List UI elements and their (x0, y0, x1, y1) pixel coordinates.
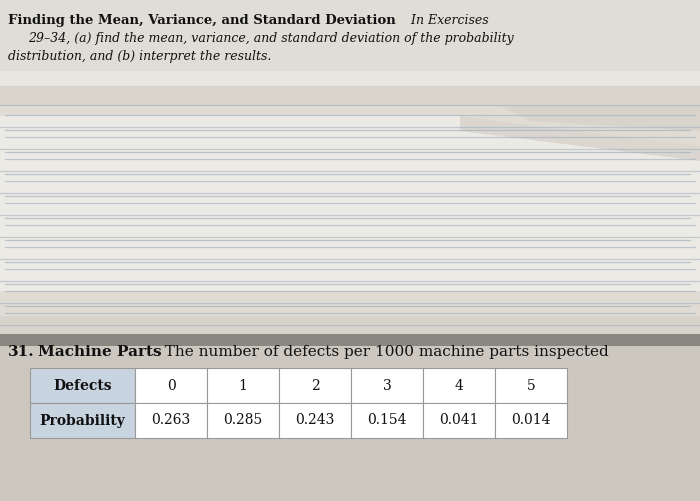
Bar (0, 346, 700, 353)
Text: 0.014: 0.014 (511, 413, 551, 427)
Bar (279, 403, 351, 438)
Bar (423, 368, 495, 403)
Bar (0, 0, 700, 71)
Text: 29–34, (a) find the mean, variance, and standard deviation of the probability: 29–34, (a) find the mean, variance, and … (28, 32, 514, 45)
Bar (135, 403, 207, 438)
Text: 0: 0 (167, 378, 176, 392)
Bar (423, 403, 495, 438)
Bar (30, 368, 135, 403)
Text: 0.285: 0.285 (223, 413, 262, 427)
Text: Machine Parts: Machine Parts (38, 345, 162, 359)
Polygon shape (460, 116, 700, 161)
Text: 5: 5 (526, 378, 536, 392)
Text: 0.263: 0.263 (151, 413, 190, 427)
Text: 1: 1 (239, 378, 247, 392)
Text: 3: 3 (383, 378, 391, 392)
Bar (0, 346, 700, 501)
Bar (135, 368, 207, 403)
Text: 0.041: 0.041 (440, 413, 479, 427)
Bar (207, 368, 279, 403)
Text: 31.: 31. (8, 345, 34, 359)
Polygon shape (0, 106, 700, 316)
Polygon shape (0, 116, 700, 291)
Bar (0, 86, 700, 341)
Bar (495, 368, 567, 403)
Text: The number of defects per 1000 machine parts inspected: The number of defects per 1000 machine p… (155, 345, 609, 359)
Bar (30, 403, 135, 438)
Bar (279, 368, 351, 403)
Text: 4: 4 (454, 378, 463, 392)
Bar (351, 403, 423, 438)
Text: 2: 2 (311, 378, 319, 392)
Text: Finding the Mean, Variance, and Standard Deviation: Finding the Mean, Variance, and Standard… (8, 14, 395, 27)
Bar (207, 403, 279, 438)
Text: distribution, and (b) interpret the results.: distribution, and (b) interpret the resu… (8, 50, 272, 63)
Bar (0, 334, 700, 346)
Text: Probability: Probability (40, 413, 125, 427)
Text: In Exercises: In Exercises (403, 14, 489, 27)
Text: 0.243: 0.243 (295, 413, 335, 427)
Bar (495, 403, 567, 438)
Text: Defects: Defects (53, 378, 112, 392)
Text: 0.154: 0.154 (368, 413, 407, 427)
Bar (351, 368, 423, 403)
